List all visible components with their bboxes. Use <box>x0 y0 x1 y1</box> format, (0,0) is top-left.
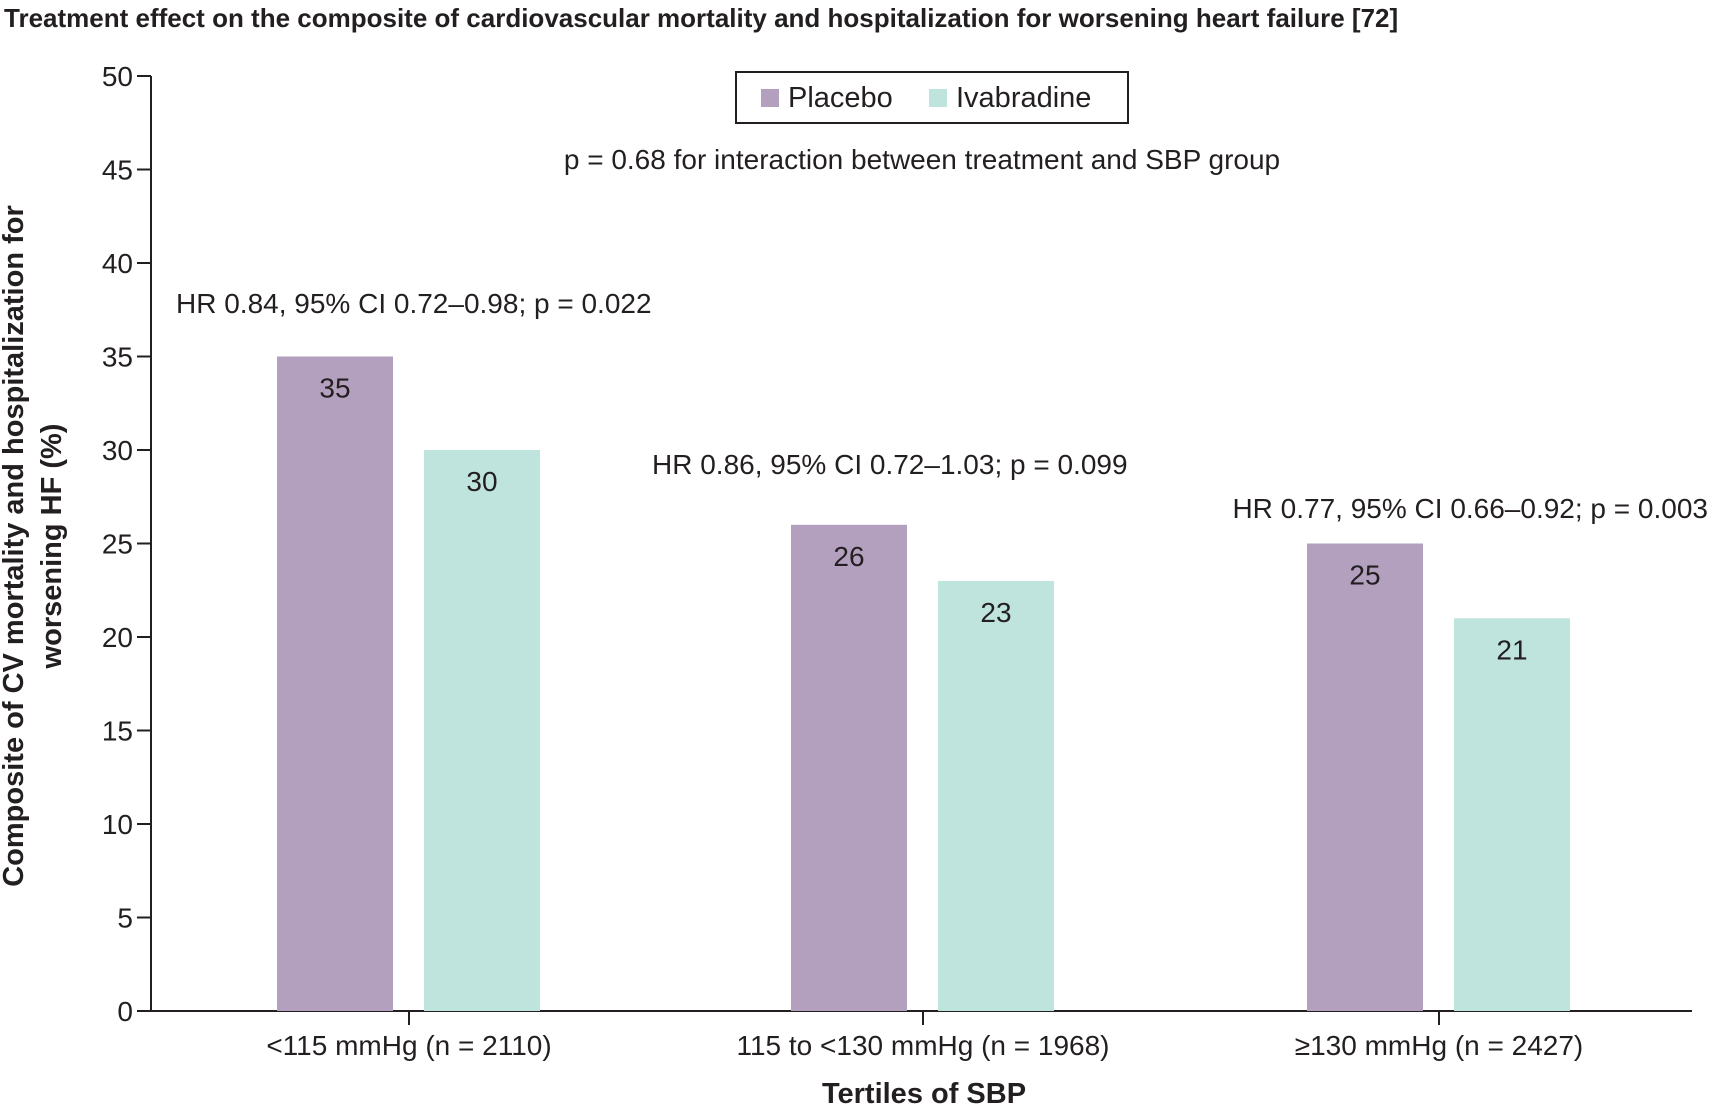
y-tick-label: 40 <box>102 248 133 279</box>
x-axis-title: Tertiles of SBP <box>822 1078 1026 1108</box>
group-annotations: HR 0.84, 95% CI 0.72–0.98; p = 0.022 HR 0… <box>176 288 1708 524</box>
legend-swatch-ivabradine <box>929 89 947 107</box>
y-tick-label: 20 <box>102 622 133 653</box>
y-axis-title-line-1: Composite of CV mortality and hospitaliz… <box>0 205 30 887</box>
value-label-ivabradine-2: 23 <box>980 597 1011 628</box>
value-label-ivabradine-1: 30 <box>466 466 497 497</box>
group-annotation-3: HR 0.77, 95% CI 0.66–0.92; p = 0.003 <box>1232 493 1708 524</box>
value-label-ivabradine-3: 21 <box>1496 634 1527 665</box>
value-label-placebo-1: 35 <box>319 373 350 404</box>
bar-placebo-3 <box>1307 543 1423 1011</box>
bar-ivabradine-2 <box>938 580 1054 1011</box>
y-tick-label: 5 <box>117 903 133 934</box>
y-tick-label: 25 <box>102 529 133 560</box>
bar-placebo-2 <box>791 524 907 1011</box>
bar-ivabradine-3 <box>1454 618 1570 1011</box>
y-axis-title: Composite of CV mortality and hospitaliz… <box>0 205 68 887</box>
x-tick-label: ≥130 mmHg (n = 2427) <box>1295 1030 1584 1061</box>
y-tick-label: 30 <box>102 435 133 466</box>
y-tick-label: 45 <box>102 155 133 186</box>
chart-title: Treatment effect on the composite of car… <box>4 3 1398 33</box>
value-label-placebo-2: 26 <box>833 541 864 572</box>
y-tick-label: 15 <box>102 716 133 747</box>
y-axis: 0 5 10 15 20 25 30 35 40 45 50 <box>102 61 152 1027</box>
x-axis: <115 mmHg (n = 2110) 115 to <130 mmHg (n … <box>151 1010 1692 1061</box>
legend-swatch-placebo <box>761 89 779 107</box>
x-tick-label: 115 to <130 mmHg (n = 1968) <box>736 1030 1109 1061</box>
y-axis-title-line-2: worsening HF (%) <box>36 424 68 670</box>
y-tick-label: 35 <box>102 342 133 373</box>
legend: Placebo Ivabradine <box>735 71 1129 124</box>
bars <box>277 356 1570 1011</box>
group-annotation-2: HR 0.86, 95% CI 0.72–1.03; p = 0.099 <box>652 449 1128 480</box>
interaction-note: p = 0.68 for interaction between treatme… <box>564 144 1280 175</box>
x-tick-label: <115 mmHg (n = 2110) <box>266 1030 551 1061</box>
y-tick-label: 50 <box>102 61 133 92</box>
group-annotation-1: HR 0.84, 95% CI 0.72–0.98; p = 0.022 <box>176 288 652 319</box>
bar-placebo-1 <box>277 356 393 1011</box>
bar-ivabradine-1 <box>424 450 540 1011</box>
y-tick-label: 10 <box>102 809 133 840</box>
y-tick-label: 0 <box>117 996 133 1027</box>
value-label-placebo-3: 25 <box>1349 560 1380 591</box>
legend-label-ivabradine: Ivabradine <box>956 82 1091 114</box>
value-labels: 35 26 25 30 23 21 <box>319 373 1527 666</box>
legend-label-placebo: Placebo <box>788 82 893 114</box>
